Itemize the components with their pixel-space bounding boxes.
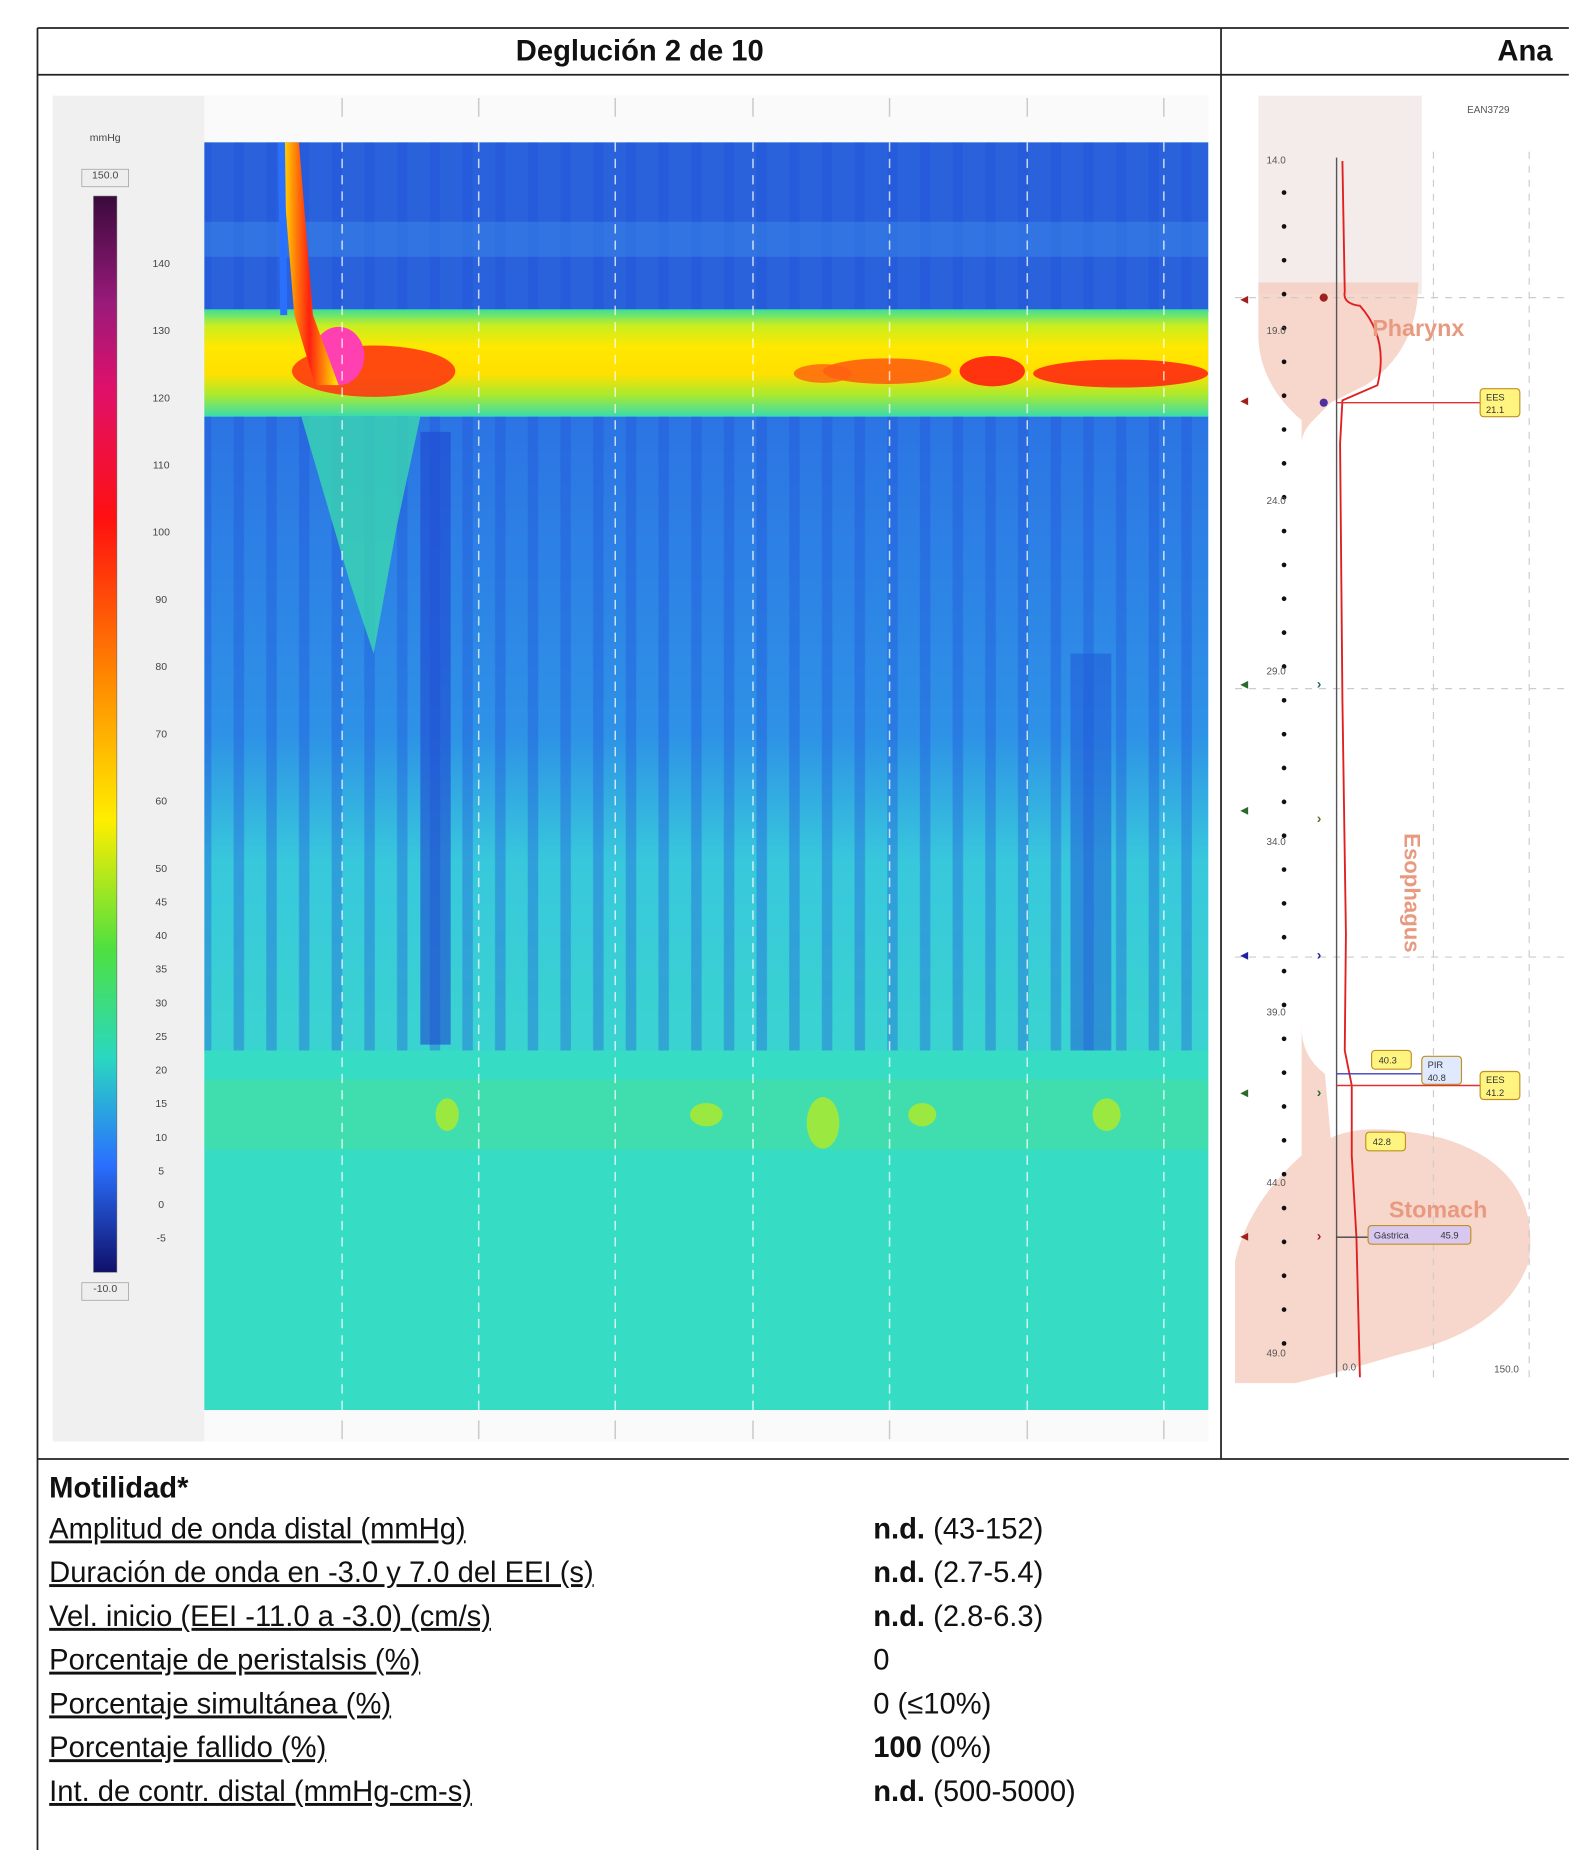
svg-text:◂: ◂ (1240, 676, 1249, 692)
region-label: Esophagus (1399, 833, 1424, 952)
depth-label: 14.0 (1267, 155, 1287, 166)
metric-label: Porcentaje fallido (%) (49, 1732, 326, 1764)
axis-min: 0.0 (1342, 1362, 1356, 1373)
value: 0 (873, 1688, 889, 1720)
metric-value: n.d. (2.7-5.4) (873, 1557, 1043, 1589)
depth-label: 29.0 (1267, 667, 1287, 678)
colorbar (94, 196, 117, 1272)
colorbar-tick-label: -5 (157, 1233, 166, 1245)
svg-text:›: › (1317, 1084, 1322, 1100)
svg-text:◂: ◂ (1240, 1084, 1249, 1100)
value: n.d. (873, 1557, 925, 1589)
marker-value: 40.8 (1428, 1073, 1446, 1083)
metric-value: n.d. (2.8-6.3) (873, 1601, 1043, 1633)
value: n.d. (873, 1776, 925, 1808)
colorbar-tick-label: 0 (158, 1199, 164, 1211)
colorbar-tick-label: 5 (158, 1165, 164, 1177)
colorbar-tick-label: 35 (155, 964, 167, 976)
depth-label: 49.0 (1267, 1348, 1287, 1359)
svg-text:◂: ◂ (1240, 946, 1249, 962)
svg-text:›: › (1317, 676, 1322, 692)
colorbar-tick-label: 15 (155, 1098, 167, 1110)
colorbar-tick-label: 70 (155, 728, 167, 740)
reference-range: (≤10%) (898, 1688, 992, 1720)
svg-text:◂: ◂ (1240, 290, 1249, 306)
svg-text:◂: ◂ (1240, 802, 1249, 818)
colorbar-tick-label: 80 (155, 661, 167, 673)
colorbar-tick-label: 30 (155, 997, 167, 1009)
region-label: Stomach (1389, 1196, 1488, 1222)
metric-label: Porcentaje de peristalsis (%) (49, 1645, 420, 1677)
metric-label: Vel. inicio (EEI -11.0 a -3.0) (cm/s) (49, 1601, 491, 1633)
colorbar-tick-label: 25 (155, 1031, 167, 1043)
metric-value: 0 (≤10%) (873, 1688, 991, 1720)
depth-label: 39.0 (1267, 1007, 1287, 1018)
heatmap (204, 142, 1208, 1410)
section-title: Deglución 2 de 10 (516, 36, 764, 68)
marker-value: 41.2 (1486, 1088, 1504, 1098)
marker-label: Gástrica (1374, 1230, 1410, 1240)
colorbar-max: 150.0 (92, 170, 118, 182)
metric-label: Porcentaje simultánea (%) (49, 1688, 391, 1720)
metric-label: Duración de onda en -3.0 y 7.0 del EEI (… (49, 1557, 594, 1589)
reference-range: (2.7-5.4) (933, 1557, 1043, 1589)
colorbar-tick-label: 120 (152, 392, 170, 404)
marker-label: PIR (1428, 1060, 1444, 1070)
depth-label: 44.0 (1267, 1178, 1287, 1189)
colorbar-tick-label: 100 (152, 527, 170, 539)
metric-label: Amplitud de onda distal (mmHg) (49, 1513, 465, 1545)
axis-max: 150.0 (1494, 1365, 1519, 1376)
colorbar-unit: mmHg (90, 132, 121, 144)
svg-text:›: › (1317, 810, 1322, 826)
marker-label: EES (1486, 1075, 1505, 1085)
metric-value: 100 (0%) (873, 1732, 991, 1764)
colorbar-tick-label: 20 (155, 1065, 167, 1077)
depth-label: 24.0 (1267, 496, 1287, 507)
marker-value: 45.9 (1440, 1230, 1458, 1240)
section-title: Ana (1497, 36, 1553, 68)
marker-label: EES (1486, 392, 1505, 402)
depth-label: 34.0 (1267, 837, 1287, 848)
reference-range: (500-5000) (933, 1776, 1076, 1808)
document: Deglución 2 de 10 Ana mmHg 150.0 -10.0 1… (0, 0, 1569, 1850)
panel-id: EAN3729 (1467, 105, 1510, 116)
section-heading: Motilidad* (49, 1473, 189, 1505)
reference-range: (2.8-6.3) (933, 1601, 1043, 1633)
svg-text:◂: ◂ (1240, 392, 1249, 408)
colorbar-tick-label: 110 (153, 460, 170, 472)
colorbar-tick-label: 90 (155, 594, 167, 606)
value: n.d. (873, 1513, 925, 1545)
reference-range: (0%) (930, 1732, 992, 1764)
depth-label: 19.0 (1267, 326, 1287, 337)
colorbar-tick-label: 10 (155, 1132, 167, 1144)
colorbar-tick-label: 40 (155, 930, 167, 942)
marker-value: 42.8 (1373, 1137, 1391, 1147)
marker-value: 21.1 (1486, 405, 1504, 415)
anatomy-panel: ◂ ◂ ◂ ◂ ◂ ◂ ◂ › › › › › EAN3729 14.0 19.0 24.0 29.0 34… (1235, 96, 1569, 1386)
page: {"header":{"title":"Deglución 2 de 10","… (0, 0, 1569, 1850)
colorbar-tick-label: 130 (152, 325, 170, 337)
value: 0 (873, 1645, 889, 1677)
metric-value: 0 (873, 1645, 889, 1677)
colorbar-tick-label: 50 (155, 863, 167, 875)
colorbar-tick-label: 45 (155, 897, 167, 909)
reference-range: (43-152) (933, 1513, 1043, 1545)
metric-label: Int. de contr. distal (mmHg-cm-s) (49, 1776, 472, 1808)
colorbar-tick-label: 60 (155, 796, 167, 808)
metric-value: n.d. (500-5000) (873, 1776, 1076, 1808)
colorbar-tick-label: 140 (152, 258, 170, 270)
value: 100 (873, 1732, 922, 1764)
value: n.d. (873, 1601, 925, 1633)
colorbar-min: -10.0 (93, 1283, 117, 1295)
svg-text:›: › (1317, 1228, 1322, 1244)
metric-value: n.d. (43-152) (873, 1513, 1043, 1545)
svg-text:›: › (1317, 946, 1322, 962)
region-label: Pharynx (1372, 315, 1464, 341)
svg-text:◂: ◂ (1240, 1228, 1249, 1244)
marker-value: 40.3 (1379, 1055, 1397, 1065)
